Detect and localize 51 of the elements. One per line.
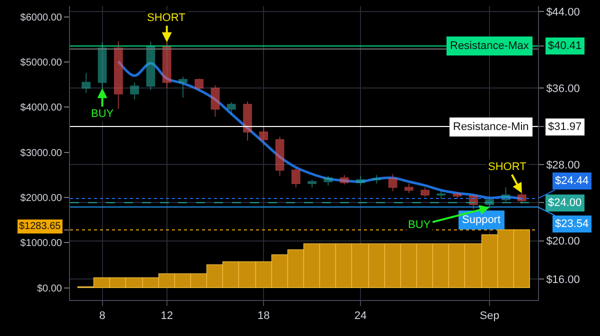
x-tick-label: 24 bbox=[354, 310, 367, 322]
x-tick-label: 12 bbox=[160, 310, 173, 322]
y2-tick-label: $6000.00 bbox=[20, 12, 62, 24]
candlestick bbox=[194, 78, 204, 90]
y-tick-label: $20.00 bbox=[546, 236, 580, 248]
candlestick bbox=[114, 40, 123, 110]
y-tick-label: $44.00 bbox=[546, 6, 580, 19]
candlestick bbox=[82, 72, 91, 94]
ref-line-label: Resistance-Max bbox=[450, 40, 530, 52]
candlestick bbox=[501, 186, 510, 202]
candlestick bbox=[404, 183, 414, 194]
annotation: $24.44 bbox=[555, 175, 589, 187]
ref-line-label: Resistance-Min bbox=[453, 121, 529, 133]
candlestick bbox=[130, 82, 140, 100]
y-tick-label: $28.00 bbox=[546, 159, 580, 172]
annotation: BUY bbox=[91, 108, 114, 120]
candlestick bbox=[388, 174, 398, 192]
candlestick bbox=[226, 102, 236, 116]
candlestick bbox=[356, 175, 365, 186]
candlestick bbox=[178, 76, 188, 98]
candlestick bbox=[259, 126, 268, 146]
candlestick bbox=[243, 100, 252, 142]
candlestick bbox=[291, 168, 300, 188]
x-tick-label: 8 bbox=[99, 310, 106, 322]
y-tick-label: $24.00 bbox=[548, 197, 582, 209]
y2-tick-label: $1283.65 bbox=[19, 221, 62, 232]
candlestick bbox=[308, 179, 317, 188]
y-tick-label: $16.00 bbox=[546, 274, 580, 286]
annotation: SHORT bbox=[147, 12, 186, 24]
y2-tick-label: $1000.00 bbox=[20, 238, 62, 250]
candlestick bbox=[420, 186, 430, 198]
y2-tick-label: $2000.00 bbox=[20, 192, 62, 204]
y-tick-label: $31.97 bbox=[548, 121, 582, 133]
x-tick-label: Sep bbox=[480, 310, 500, 322]
candlestick bbox=[452, 192, 462, 200]
candlestick bbox=[340, 174, 349, 185]
candlestick bbox=[436, 190, 446, 200]
y2-tick-label: $4000.00 bbox=[20, 102, 62, 114]
y-tick-label: $40.41 bbox=[548, 40, 582, 52]
candlestick bbox=[146, 40, 156, 90]
x-tick-label: 18 bbox=[258, 310, 270, 322]
y2-tick-label: $0.00 bbox=[36, 283, 62, 294]
y2-tick-label: $3000.00 bbox=[20, 148, 62, 159]
annotation: $23.54 bbox=[555, 218, 589, 230]
y2-tick-label: $5000.00 bbox=[20, 58, 62, 68]
candlestick bbox=[275, 136, 284, 176]
y-tick-label: $36.00 bbox=[546, 82, 580, 95]
annotation: BUY bbox=[408, 219, 432, 231]
annotation: SHORT bbox=[488, 161, 527, 173]
ref-line-label: Support bbox=[462, 214, 501, 226]
candlestick bbox=[210, 84, 220, 118]
